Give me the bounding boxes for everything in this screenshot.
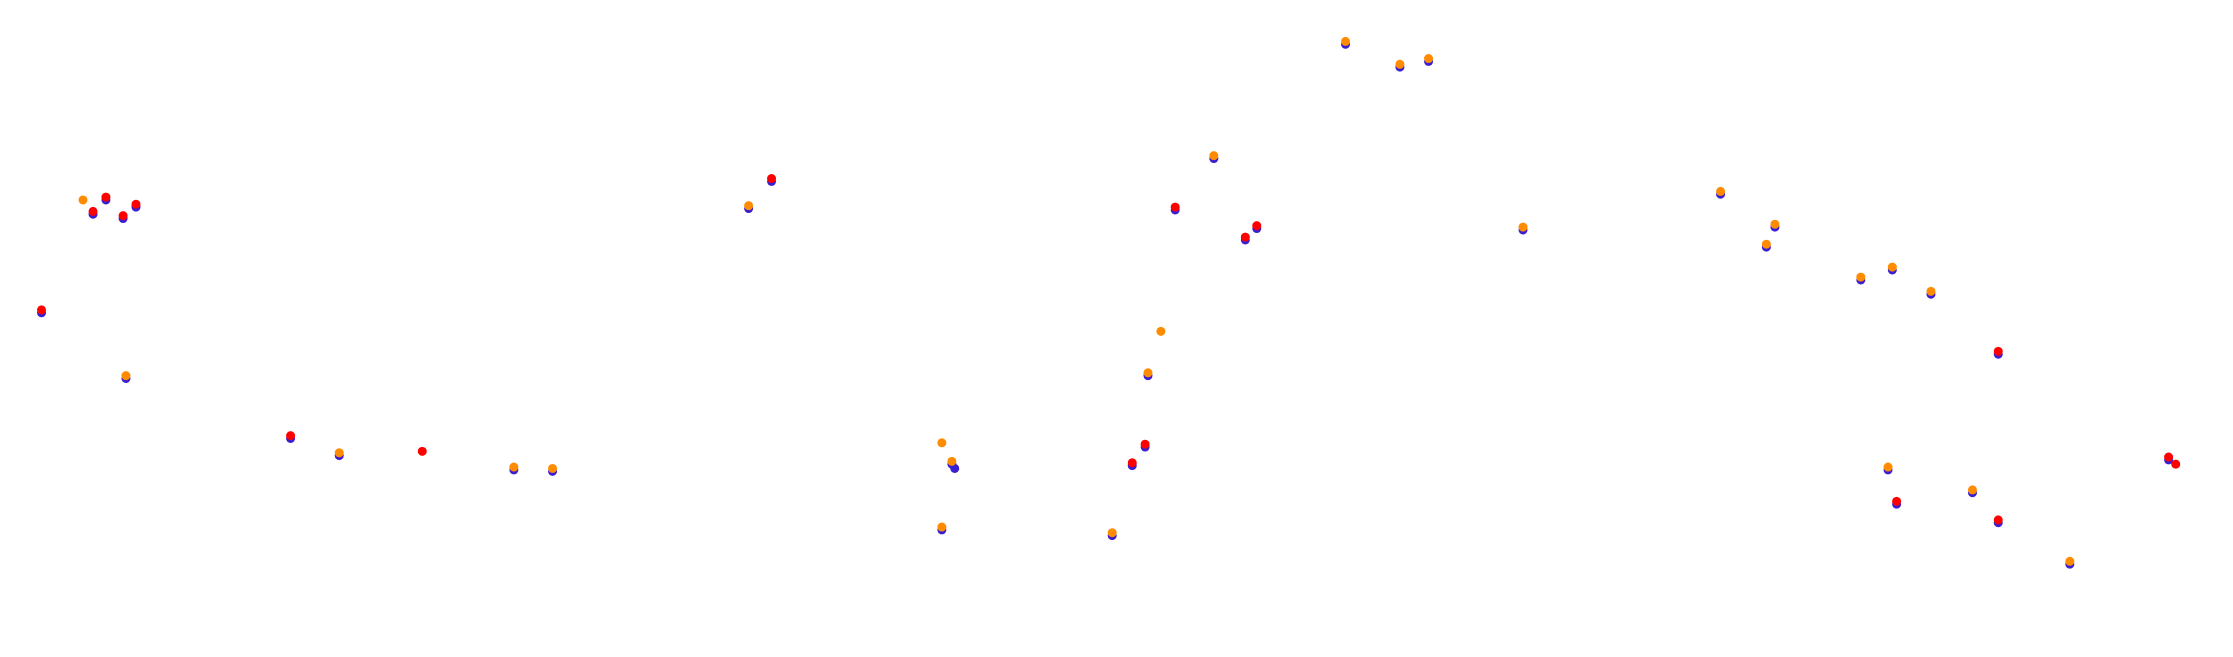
- dot: [1993, 515, 2003, 525]
- dot: [1107, 528, 1117, 538]
- dot: [1761, 239, 1771, 249]
- dot: [1341, 36, 1351, 46]
- dot: [1892, 496, 1902, 506]
- dot: [121, 371, 131, 381]
- dot: [118, 211, 128, 221]
- dot: [1170, 202, 1180, 212]
- dot: [2065, 556, 2075, 566]
- dot: [1883, 462, 1893, 472]
- dot: [1424, 54, 1434, 64]
- dot: [1716, 186, 1726, 196]
- dot: [1252, 221, 1262, 231]
- dot: [744, 201, 754, 211]
- dot: [88, 206, 98, 216]
- dot: [2171, 459, 2181, 469]
- dot: [131, 199, 141, 209]
- dot: [1140, 439, 1150, 449]
- dot: [1887, 262, 1897, 272]
- dot: [947, 456, 957, 466]
- dot: [1967, 485, 1977, 495]
- dot: [1395, 59, 1405, 69]
- dot: [1770, 219, 1780, 229]
- dot: [1856, 272, 1866, 282]
- dot: [1156, 326, 1166, 336]
- dot: [937, 522, 947, 532]
- dot: [548, 463, 558, 473]
- dot: [334, 448, 344, 458]
- dot: [950, 463, 960, 473]
- dot: [1143, 368, 1153, 378]
- dot: [1209, 151, 1219, 161]
- dot: [1240, 232, 1250, 242]
- dot: [78, 195, 88, 205]
- dot: [1518, 222, 1528, 232]
- dot: [509, 462, 519, 472]
- dot: [2164, 452, 2174, 462]
- dot: [1127, 458, 1137, 468]
- dot: [937, 438, 947, 448]
- dot: [101, 192, 111, 202]
- dot: [1926, 286, 1936, 296]
- dot: [1993, 346, 2003, 356]
- dot: [767, 174, 777, 184]
- dot: [417, 446, 427, 456]
- dot: [286, 431, 296, 441]
- dot: [37, 305, 47, 315]
